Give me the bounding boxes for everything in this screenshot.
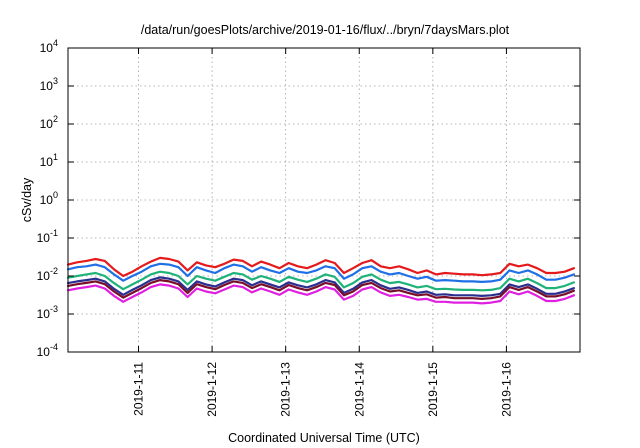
y-tick-label: 102: [40, 114, 58, 131]
y-tick-label: 104: [40, 38, 58, 55]
series-line-2: [66, 262, 576, 283]
y-tick-label: 103: [40, 76, 58, 93]
y-tick-label: 10-1: [37, 228, 58, 245]
y-tick-exponent: 0: [53, 190, 58, 200]
x-tick-label: 2019-1-16: [499, 362, 513, 417]
data-series: [66, 256, 576, 305]
y-tick-exponent: 2: [53, 114, 58, 124]
y-tick-label: 10-4: [37, 342, 58, 359]
series-line-3: [66, 270, 576, 292]
y-tick-base: 10: [40, 79, 54, 93]
x-tick-label: 2019-1-11: [132, 362, 146, 416]
y-tick-label: 101: [40, 152, 58, 169]
y-tick-base: 10: [40, 41, 54, 55]
y-tick-label: 10-3: [37, 304, 58, 321]
chart-title: /data/run/goesPlots/archive/2019-01-16/f…: [141, 23, 510, 37]
y-tick-base: 10: [40, 117, 54, 131]
x-tick-label: 2019-1-15: [426, 362, 440, 417]
y-tick-base: 10: [37, 307, 51, 321]
x-tick-label: 2019-1-14: [352, 362, 366, 417]
y-axis-title: cSv/day: [20, 177, 34, 222]
y-tick-exponent: -2: [50, 266, 58, 276]
y-tick-exponent: -4: [50, 342, 58, 352]
x-tick-label: 2019-1-13: [279, 362, 293, 417]
x-axis-title: Coordinated Universal Time (UTC): [228, 431, 420, 445]
grid: [68, 48, 580, 352]
y-tick-exponent: 1: [53, 152, 58, 162]
y-tick-exponent: -1: [50, 228, 58, 238]
y-tick-base: 10: [40, 155, 54, 169]
y-tick-label: 100: [40, 190, 58, 207]
y-tick-base: 10: [37, 345, 51, 359]
series-line-5: [66, 279, 576, 300]
y-tick-base: 10: [37, 269, 51, 283]
y-tick-exponent: 3: [53, 76, 58, 86]
y-tick-label: 10-2: [37, 266, 58, 283]
series-line-6: [66, 283, 576, 305]
plot-frame: [67, 47, 581, 353]
axes: 10-410-310-210-11001011021031042019-1-11…: [37, 38, 581, 417]
series-line-4: [66, 276, 576, 297]
y-tick-exponent: -3: [50, 304, 58, 314]
series-line-1: [66, 256, 576, 278]
y-tick-base: 10: [37, 231, 51, 245]
y-tick-exponent: 4: [53, 38, 58, 48]
y-tick-base: 10: [40, 193, 54, 207]
x-tick-label: 2019-1-12: [205, 362, 219, 417]
